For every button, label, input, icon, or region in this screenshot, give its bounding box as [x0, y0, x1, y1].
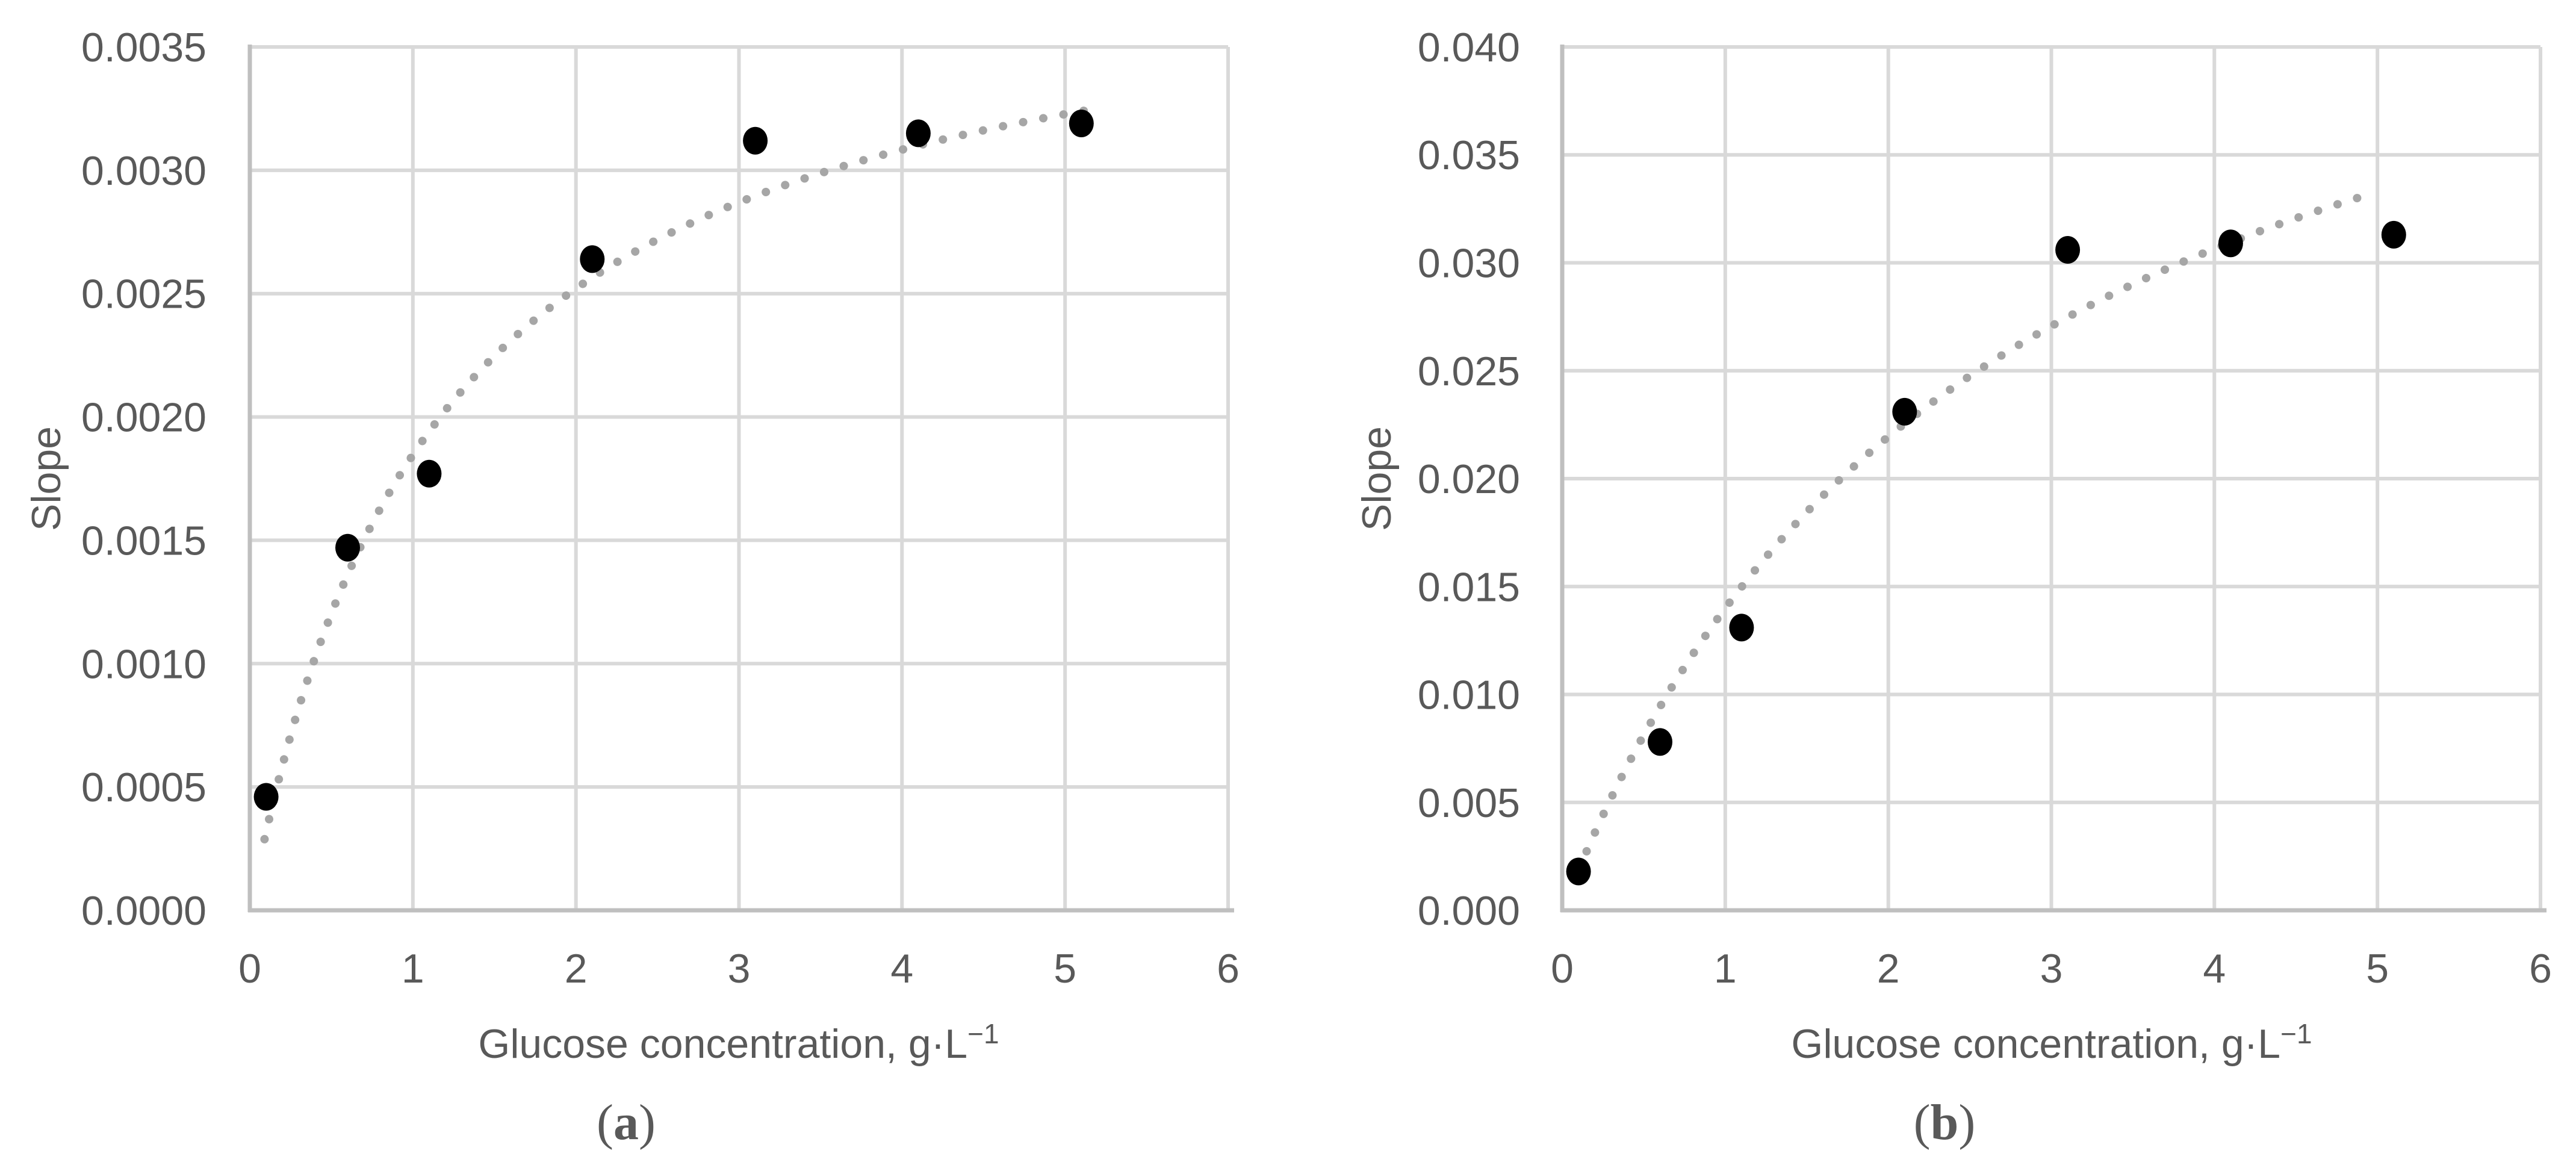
- y-tick-label: 0.030: [1418, 241, 1520, 287]
- y-tick-label: 0.0020: [81, 395, 206, 441]
- x-tick-label: 2: [565, 946, 588, 992]
- y-tick-label: 0.020: [1418, 456, 1520, 502]
- x-axis-title: Glucose concentration, g·L−1: [1791, 1018, 2312, 1067]
- data-point: [2381, 220, 2406, 249]
- y-tick-label: 0.0030: [81, 148, 206, 194]
- y-tick-label: 0.000: [1418, 888, 1520, 934]
- data-point: [253, 783, 279, 811]
- x-tick-label: 4: [2203, 946, 2226, 992]
- y-tick-label: 0.040: [1418, 25, 1520, 70]
- x-tick-label: 3: [728, 946, 751, 992]
- data-point: [2218, 229, 2243, 258]
- x-tick-label: 1: [1714, 946, 1737, 992]
- data-point: [2055, 236, 2081, 264]
- x-tick-label: 5: [2366, 946, 2389, 992]
- y-tick-label: 0.010: [1418, 672, 1520, 718]
- data-point: [1648, 728, 1672, 756]
- data-point: [1566, 857, 1591, 886]
- y-tick-label: 0.025: [1418, 349, 1520, 394]
- data-point: [1069, 110, 1094, 137]
- y-tick-label: 0.015: [1418, 564, 1520, 610]
- x-tick-label: 6: [2529, 946, 2552, 992]
- data-point: [1892, 397, 1917, 426]
- y-tick-label: 0.0010: [81, 641, 206, 687]
- y-axis-title: Slope: [23, 426, 69, 531]
- x-tick-label: 6: [1217, 946, 1240, 992]
- panel-b: 0.000 0.005 0.010 0.015 0.020 0.025 0.030 0.035…: [1354, 25, 2552, 1151]
- panel-label-a: (a): [597, 1095, 656, 1151]
- data-point: [905, 119, 931, 148]
- data-point: [743, 126, 768, 155]
- y-tick-label: 0.0005: [81, 765, 206, 810]
- y-tick-label: 0.0035: [81, 25, 206, 70]
- data-point: [417, 459, 442, 488]
- trend-dotted-curve: [1574, 189, 2377, 875]
- x-tick-label: 1: [402, 946, 424, 992]
- trend-dotted-curve: [260, 105, 1097, 843]
- y-tick-label: 0.035: [1418, 132, 1520, 178]
- y-tick-label: 0.0015: [81, 518, 206, 564]
- data-point: [1729, 613, 1754, 642]
- y-tick-label: 0.0000: [81, 888, 206, 934]
- x-tick-label: 3: [2040, 946, 2063, 992]
- data-point: [580, 245, 605, 273]
- x-tick-label: 5: [1054, 946, 1076, 992]
- x-tick-label: 0: [1551, 946, 1574, 992]
- x-tick-label: 0: [238, 946, 261, 992]
- panel-a: 0.0000 0.0005 0.0010 0.0015 0.0020 0.0025 0.00…: [23, 25, 1240, 1151]
- data-point: [335, 533, 360, 562]
- y-axis-title: Slope: [1354, 426, 1400, 531]
- x-tick-label: 4: [890, 946, 913, 992]
- x-axis-title: Glucose concentration, g·L−1: [478, 1018, 999, 1067]
- y-tick-label: 0.0025: [81, 272, 206, 317]
- x-tick-label: 2: [1877, 946, 1900, 992]
- y-tick-label: 0.005: [1418, 780, 1520, 826]
- panel-label-b: (b): [1914, 1095, 1976, 1151]
